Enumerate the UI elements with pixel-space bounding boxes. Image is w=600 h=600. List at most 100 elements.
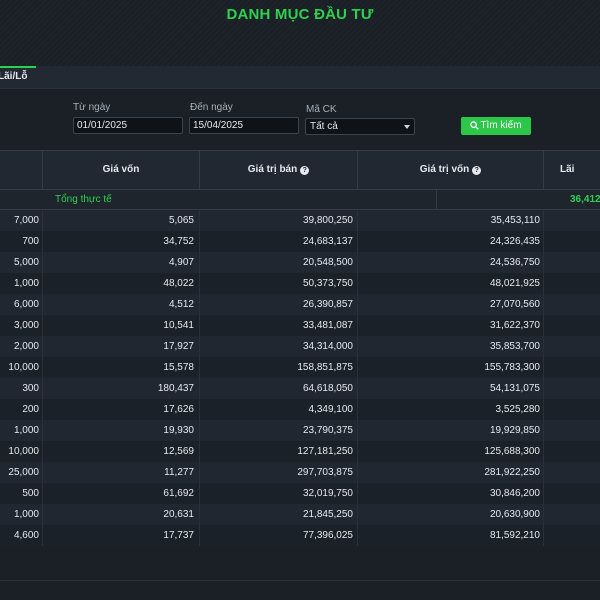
profit-cell <box>544 210 600 231</box>
cost-price-cell: 34,752 <box>43 231 200 252</box>
cost-price-cell: 61,692 <box>43 483 200 504</box>
header-cell-cost-value: Giá trị vốn? <box>358 151 544 189</box>
cost-price-cell: 20,631 <box>43 504 200 525</box>
symbol-label: Mã CK <box>306 104 337 115</box>
tab-bar: Lãi/Lỗ <box>0 66 600 89</box>
search-button[interactable]: Tìm kiếm <box>461 117 531 135</box>
quantity-cell: 2,000 <box>0 336 43 357</box>
quantity-cell: 300 <box>0 378 43 399</box>
table-row[interactable]: 10,000 12,569 127,181,250 125,688,300 <box>0 441 600 462</box>
cost-price-cell: 180,437 <box>43 378 200 399</box>
cost-value-cell: 81,592,210 <box>358 525 544 546</box>
header-cost-value: Giá trị vốn <box>419 164 470 175</box>
tab-profit-loss[interactable]: Lãi/Lỗ <box>0 66 36 88</box>
help-icon[interactable]: ? <box>472 166 482 175</box>
search-icon <box>470 121 480 130</box>
profit-cell <box>544 441 600 462</box>
profit-cell <box>544 315 600 336</box>
quantity-cell: 6,000 <box>0 294 43 315</box>
quantity-cell: 500 <box>0 483 43 504</box>
sell-value-cell: 32,019,750 <box>200 483 358 504</box>
sell-value-cell: 158,851,875 <box>200 357 358 378</box>
cost-price-cell: 17,927 <box>43 336 200 357</box>
divider <box>0 580 600 581</box>
quantity-cell: 200 <box>0 399 43 420</box>
cost-value-cell: 281,922,250 <box>358 462 544 483</box>
cost-value-cell: 125,688,300 <box>358 441 544 462</box>
table-row[interactable]: 1,000 20,631 21,845,250 20,630,900 <box>0 504 600 525</box>
sell-value-cell: 24,683,137 <box>200 231 358 252</box>
cost-value-cell: 19,929,850 <box>358 420 544 441</box>
table-row[interactable]: 1,000 19,930 23,790,375 19,929,850 <box>0 420 600 441</box>
table-row[interactable]: 300 180,437 64,618,050 54,131,075 <box>0 378 600 399</box>
header-cell-sell-value: Giá trị bán? <box>200 151 358 189</box>
profit-cell <box>544 462 600 483</box>
from-date-label: Từ ngày <box>73 102 111 113</box>
header-sell-value: Giá trị bán <box>247 164 298 175</box>
table-row[interactable]: 3,000 10,541 33,481,087 31,622,370 <box>0 315 600 336</box>
sell-value-cell: 26,390,857 <box>200 294 358 315</box>
quantity-cell: 1,000 <box>0 504 43 525</box>
table-row[interactable]: 5,000 4,907 20,548,500 24,536,750 <box>0 252 600 273</box>
cost-price-cell: 4,907 <box>43 252 200 273</box>
total-label: Tổng thực tế <box>55 194 112 205</box>
cost-value-cell: 35,453,110 <box>358 210 544 231</box>
sell-value-cell: 21,845,250 <box>200 504 358 525</box>
cost-value-cell: 20,630,900 <box>358 504 544 525</box>
cost-price-cell: 15,578 <box>43 357 200 378</box>
total-value: 36,412 <box>570 194 600 205</box>
header-area: DANH MỤC ĐẦU TƯ <box>0 0 600 66</box>
sell-value-cell: 50,373,750 <box>200 273 358 294</box>
quantity-cell: 3,000 <box>0 315 43 336</box>
help-icon[interactable]: ? <box>300 166 310 175</box>
table-body: 7,000 5,065 39,800,250 35,453,110 700 34,752 2… <box>0 210 600 546</box>
sell-value-cell: 33,481,087 <box>200 315 358 336</box>
search-button-label: Tìm kiếm <box>480 120 522 131</box>
sell-value-cell: 64,618,050 <box>200 378 358 399</box>
profit-cell <box>544 525 600 546</box>
cost-value-cell: 31,622,370 <box>358 315 544 336</box>
cost-value-cell: 54,131,075 <box>358 378 544 399</box>
sell-value-cell: 34,314,000 <box>200 336 358 357</box>
cost-value-cell: 24,326,435 <box>358 231 544 252</box>
table-row[interactable]: 7,000 5,065 39,800,250 35,453,110 <box>0 210 600 231</box>
sell-value-cell: 77,396,025 <box>200 525 358 546</box>
table-row[interactable]: 200 17,626 4,349,100 3,525,280 <box>0 399 600 420</box>
sell-value-cell: 127,181,250 <box>200 441 358 462</box>
symbol-select[interactable]: Tất cả <box>305 118 415 135</box>
cost-price-cell: 12,569 <box>43 441 200 462</box>
to-date-input[interactable]: 15/04/2025 <box>189 117 299 134</box>
table-row[interactable]: 500 61,692 32,019,750 30,846,200 <box>0 483 600 504</box>
table-row[interactable]: 10,000 15,578 158,851,875 155,783,300 <box>0 357 600 378</box>
table-row[interactable]: 25,000 11,277 297,703,875 281,922,250 <box>0 462 600 483</box>
cost-value-cell: 48,021,925 <box>358 273 544 294</box>
table-row[interactable]: 4,600 17,737 77,396,025 81,592,210 <box>0 525 600 546</box>
page-title: DANH MỤC ĐẦU TƯ <box>226 6 374 23</box>
table-row[interactable]: 2,000 17,927 34,314,000 35,853,700 <box>0 336 600 357</box>
profit-cell <box>544 336 600 357</box>
cost-value-cell: 35,853,700 <box>358 336 544 357</box>
to-date-label: Đến ngày <box>190 102 233 113</box>
sell-value-cell: 297,703,875 <box>200 462 358 483</box>
header-cell-quantity <box>0 151 43 189</box>
cost-price-cell: 48,022 <box>43 273 200 294</box>
cost-price-cell: 11,277 <box>43 462 200 483</box>
profit-cell <box>544 378 600 399</box>
quantity-cell: 10,000 <box>0 441 43 462</box>
from-date-input[interactable]: 01/01/2025 <box>73 117 183 134</box>
table-row[interactable]: 6,000 4,512 26,390,857 27,070,560 <box>0 294 600 315</box>
table-row[interactable]: 1,000 48,022 50,373,750 48,021,925 <box>0 273 600 294</box>
profit-cell <box>544 504 600 525</box>
table-row[interactable]: 700 34,752 24,683,137 24,326,435 <box>0 231 600 252</box>
cost-price-cell: 17,737 <box>43 525 200 546</box>
header-cost-price: Giá vốn <box>102 164 140 175</box>
quantity-cell: 1,000 <box>0 273 43 294</box>
quantity-cell: 25,000 <box>0 462 43 483</box>
cost-price-cell: 4,512 <box>43 294 200 315</box>
cost-price-cell: 5,065 <box>43 210 200 231</box>
quantity-cell: 4,600 <box>0 525 43 546</box>
profit-cell <box>544 252 600 273</box>
cost-price-cell: 17,626 <box>43 399 200 420</box>
profit-cell <box>544 231 600 252</box>
profit-cell <box>544 420 600 441</box>
